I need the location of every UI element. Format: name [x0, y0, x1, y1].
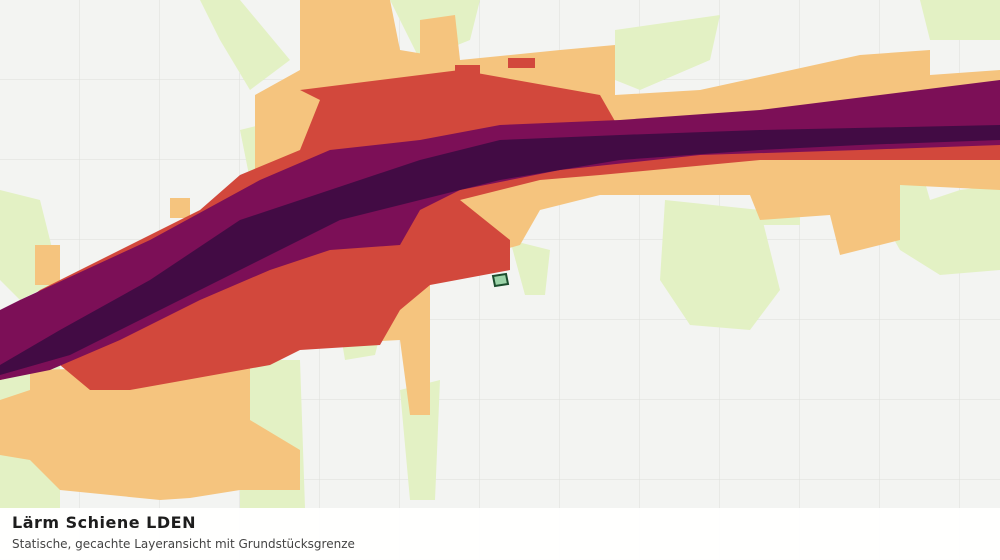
caption: Lärm Schiene LDEN Statische, gecachte La… — [0, 508, 1000, 560]
layer-title: Lärm Schiene LDEN — [12, 513, 196, 532]
noise-extreme — [0, 125, 1000, 375]
layer-subtitle: Statische, gecachte Layeransicht mit Gru… — [12, 537, 355, 551]
parcel-boundary — [491, 272, 510, 288]
